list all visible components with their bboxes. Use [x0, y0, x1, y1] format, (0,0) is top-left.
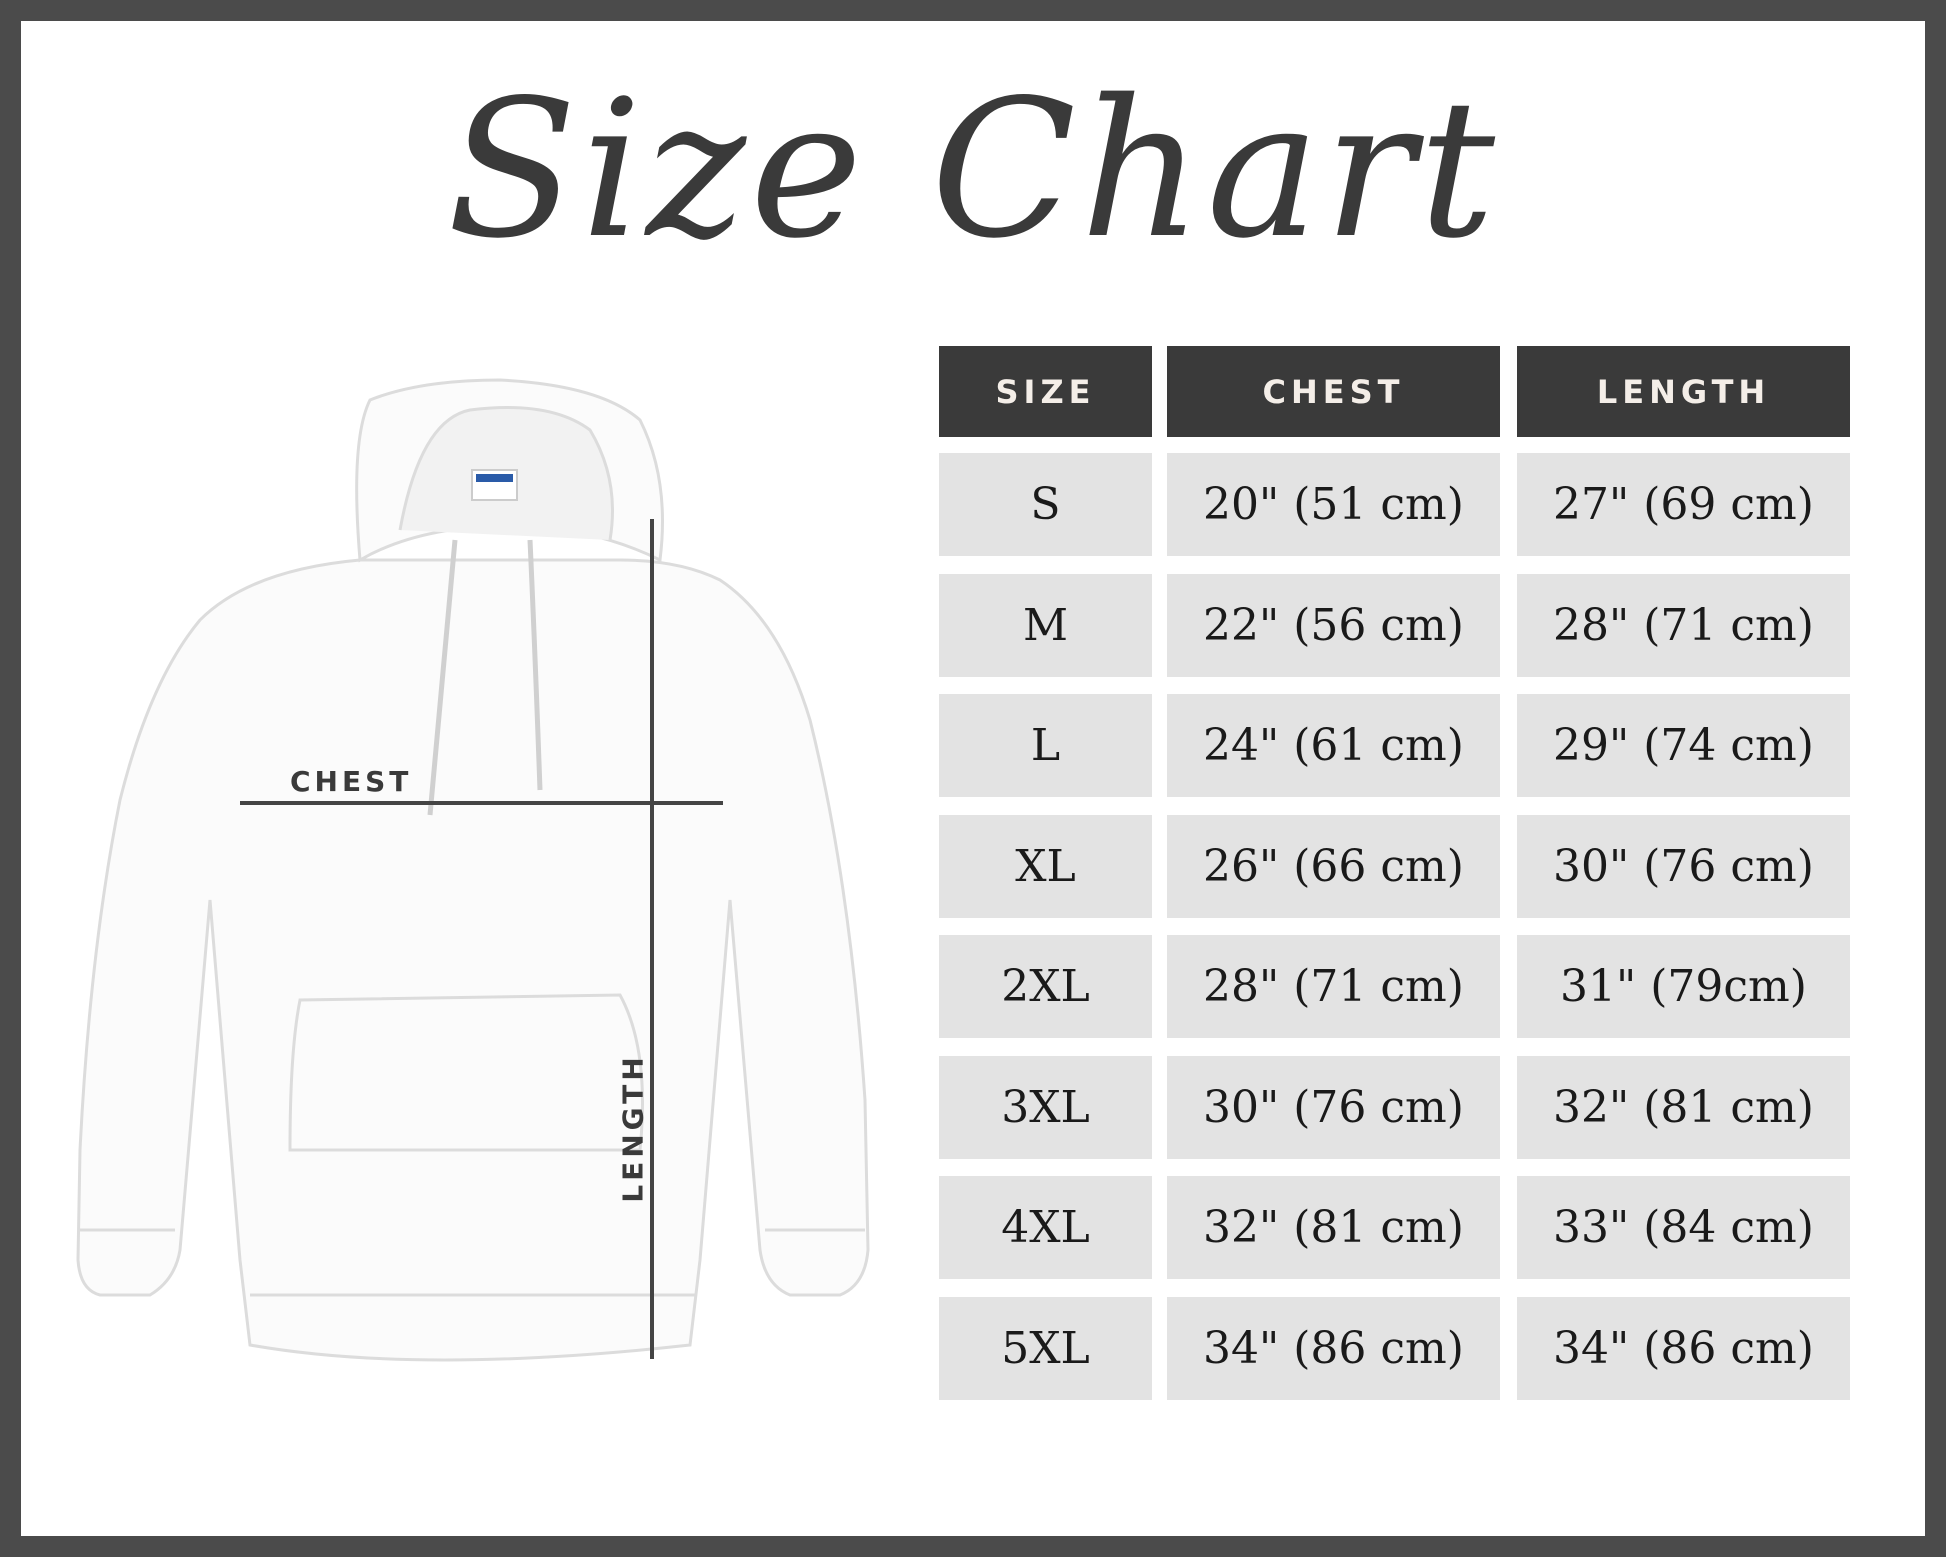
cell-size: 2XL	[939, 935, 1152, 1038]
cell-chest: 24" (61 cm)	[1167, 694, 1500, 797]
cell-size: XL	[939, 814, 1152, 918]
cell-length: 27" (69 cm)	[1517, 453, 1850, 556]
cell-chest: 20" (51 cm)	[1167, 453, 1500, 556]
cell-length: 30" (76 cm)	[1517, 814, 1850, 918]
cell-chest: 26" (66 cm)	[1167, 814, 1500, 918]
cell-size: 4XL	[939, 1176, 1152, 1279]
cell-length: 28" (71 cm)	[1517, 573, 1850, 677]
cell-size: M	[939, 573, 1152, 677]
cell-size: S	[939, 453, 1152, 556]
cell-chest: 30" (76 cm)	[1167, 1055, 1500, 1159]
cell-chest: 32" (81 cm)	[1167, 1176, 1500, 1279]
cell-length: 34" (86 cm)	[1517, 1296, 1850, 1400]
cell-length: 29" (74 cm)	[1517, 694, 1850, 797]
cell-length: 32" (81 cm)	[1517, 1055, 1850, 1159]
cell-size: 5XL	[939, 1296, 1152, 1400]
page-title: Size Chart	[446, 59, 1500, 280]
cell-chest: 34" (86 cm)	[1167, 1296, 1500, 1400]
cell-size: L	[939, 694, 1152, 797]
header-length: LENGTH	[1517, 346, 1850, 437]
cell-length: 33" (84 cm)	[1517, 1176, 1850, 1279]
header-size: SIZE	[939, 346, 1152, 437]
cell-chest: 28" (71 cm)	[1167, 935, 1500, 1038]
cell-size: 3XL	[939, 1055, 1152, 1159]
cell-chest: 22" (56 cm)	[1167, 573, 1500, 677]
cell-length: 31" (79cm)	[1517, 935, 1850, 1038]
chest-label: CHEST	[290, 765, 413, 798]
header-chest: CHEST	[1167, 346, 1500, 437]
length-label: LENGTH	[616, 1053, 650, 1203]
